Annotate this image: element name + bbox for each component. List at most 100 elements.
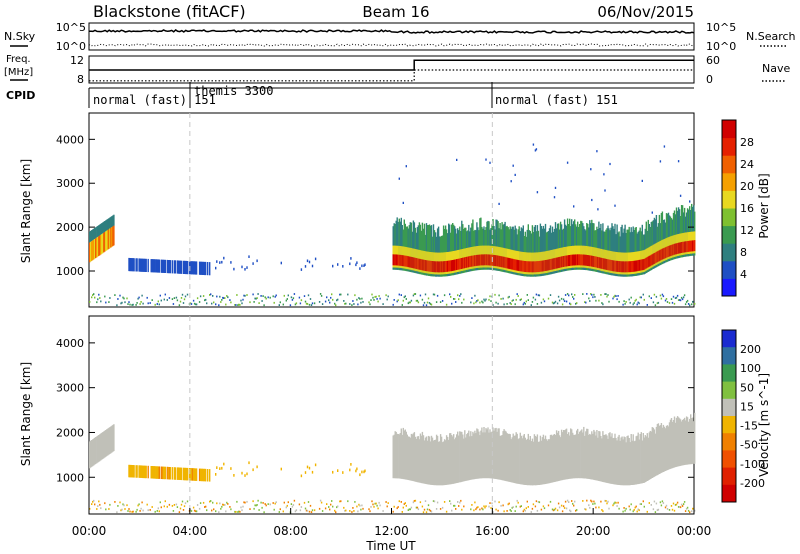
power-cell: [670, 298, 673, 300]
power-cell: [447, 260, 449, 272]
velocity-cell: [90, 440, 92, 468]
power-cell: [558, 256, 561, 268]
velocity-cell: [263, 511, 265, 514]
velocity-cell: [606, 435, 608, 483]
velocity-cell: [201, 468, 204, 482]
velocity-cell: [575, 509, 577, 512]
power-cell: [525, 300, 527, 303]
power-cell: [320, 295, 323, 297]
velocity-cell: [321, 510, 324, 512]
power-cell: [171, 298, 174, 300]
velocity-cell: [157, 466, 159, 479]
velocity-cell: [506, 510, 508, 512]
power-cell: [130, 258, 132, 272]
velocity-cell: [525, 440, 527, 485]
power-cell: [436, 228, 439, 277]
velocity-cell: [616, 440, 618, 485]
power-cell: [103, 221, 105, 233]
power-cell: [647, 219, 649, 272]
power-cell: [151, 299, 153, 301]
power-cell: [349, 303, 351, 305]
velocity-cell: [613, 502, 615, 505]
power-cell: [654, 252, 657, 264]
velocity-cell: [489, 429, 491, 479]
power-cell: [665, 213, 668, 263]
velocity-cell: [156, 466, 158, 479]
power-cell: [591, 255, 593, 267]
power-cell: [418, 222, 421, 275]
power-cell: [684, 241, 687, 253]
power-cell: [209, 262, 211, 276]
velocity-cell: [179, 507, 182, 510]
power-cell: [308, 260, 311, 264]
velocity-cell: [593, 500, 595, 503]
velocity-cell: [559, 437, 562, 481]
power-cell: [131, 258, 133, 272]
velocity-cell: [206, 509, 208, 512]
velocity-cell: [306, 509, 309, 512]
power-cell: [518, 260, 520, 272]
velocity-cell: [300, 506, 303, 508]
power-cell: [534, 298, 537, 301]
power-cell: [394, 254, 396, 266]
power-cell: [454, 226, 456, 275]
colorbar-swatch: [722, 172, 736, 191]
velocity-cell: [159, 501, 161, 504]
power-cell: [514, 303, 516, 306]
velocity-cell: [445, 510, 448, 513]
power-cell: [471, 297, 473, 299]
power-cell: [693, 240, 695, 252]
velocity-cell: [677, 506, 680, 508]
velocity-cell: [551, 435, 554, 483]
power-cell: [518, 226, 520, 276]
velocity-cell: [573, 434, 575, 479]
power-cell: [523, 301, 525, 304]
power-cell: [344, 302, 346, 305]
power-cell: [691, 303, 693, 306]
velocity-cell: [535, 436, 538, 486]
power-cell: [575, 254, 577, 266]
power-cell: [624, 224, 626, 277]
velocity-cell: [460, 431, 462, 483]
velocity-cell: [216, 466, 218, 469]
velocity-cell: [136, 508, 138, 511]
velocity-cell: [590, 434, 592, 480]
power-cell: [556, 257, 559, 269]
power-cell: [192, 299, 195, 302]
power-cell: [595, 256, 597, 268]
velocity-cell: [463, 505, 465, 508]
velocity-cell: [626, 436, 628, 486]
power-cell: [303, 295, 306, 297]
velocity-cell: [191, 468, 194, 481]
velocity-cell: [649, 430, 651, 480]
power-cell: [169, 260, 172, 274]
velocity-cell: [243, 501, 245, 504]
velocity-cell: [538, 441, 541, 485]
power-cell: [352, 300, 354, 302]
power-cell: [100, 300, 102, 303]
power-cell: [429, 260, 432, 272]
power-cell: [488, 254, 490, 266]
velocity-cell: [518, 438, 520, 484]
velocity-cell: [690, 414, 692, 465]
power-cell: [642, 259, 644, 271]
velocity-cell: [178, 511, 181, 513]
power-cell: [672, 244, 675, 256]
power-cell: [178, 260, 181, 274]
velocity-cell: [256, 504, 258, 506]
power-cell: [680, 296, 683, 299]
power-cell: [634, 299, 636, 302]
power-cell: [515, 259, 517, 271]
power-cell: [510, 258, 512, 270]
velocity-cell: [673, 416, 676, 468]
velocity-cell: [523, 508, 525, 511]
velocity-cell: [554, 507, 557, 510]
velocity-cell: [241, 509, 243, 512]
velocity-cell: [192, 506, 195, 509]
power-cell: [356, 298, 358, 301]
power-cell: [157, 300, 159, 303]
velocity-cell: [557, 430, 560, 481]
power-cell: [116, 304, 118, 307]
velocity-cell: [500, 435, 502, 480]
